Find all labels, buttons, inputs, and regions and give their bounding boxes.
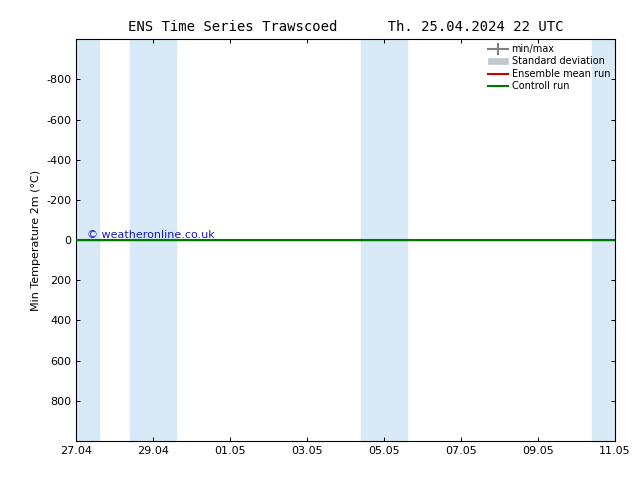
Bar bbox=[76, 39, 99, 441]
Bar bbox=[592, 39, 615, 441]
Y-axis label: Min Temperature 2m (°C): Min Temperature 2m (°C) bbox=[30, 170, 41, 311]
Text: © weatheronline.co.uk: © weatheronline.co.uk bbox=[87, 230, 214, 240]
Bar bbox=[361, 39, 407, 441]
Legend: min/max, Standard deviation, Ensemble mean run, Controll run: min/max, Standard deviation, Ensemble me… bbox=[486, 41, 613, 94]
Title: ENS Time Series Trawscoed      Th. 25.04.2024 22 UTC: ENS Time Series Trawscoed Th. 25.04.2024… bbox=[128, 20, 563, 34]
Bar bbox=[130, 39, 176, 441]
